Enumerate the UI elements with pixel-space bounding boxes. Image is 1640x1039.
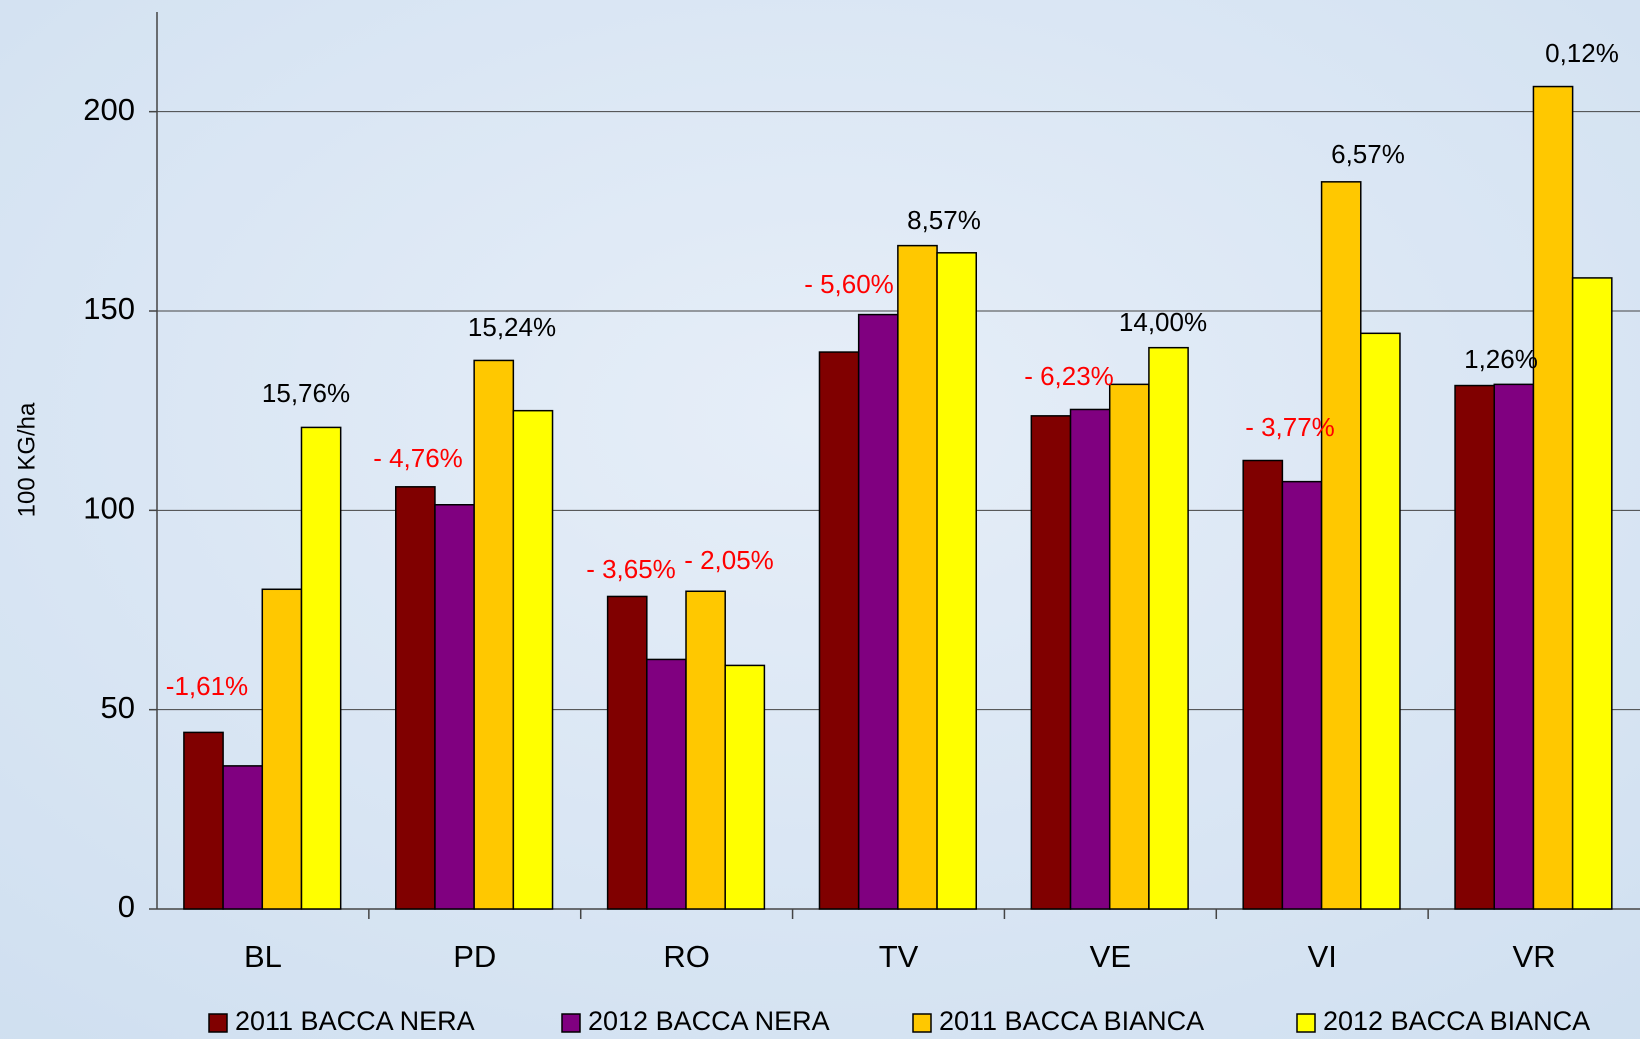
x-tick-label: VE <box>1090 939 1131 974</box>
annotation: 15,76% <box>262 378 350 408</box>
annotation: 14,00% <box>1119 307 1207 337</box>
bar <box>606 595 648 910</box>
y-tick-label: 150 <box>83 291 135 326</box>
x-tick-label: TV <box>879 939 919 974</box>
y-tick-label: 100 <box>83 491 135 526</box>
annotation: - 3,65% <box>586 554 676 584</box>
legend-label: 2011 BACCA BIANCA <box>939 1006 1204 1036</box>
x-tick-label: PD <box>453 939 496 974</box>
bar <box>818 351 860 910</box>
annotation: 0,12% <box>1545 38 1619 68</box>
bar <box>183 731 224 910</box>
legend-swatch <box>912 1013 932 1033</box>
bar <box>222 765 264 910</box>
legend-label: 2012 BACCA BIANCA <box>1323 1006 1590 1036</box>
annotation: -1,61% <box>166 671 248 701</box>
legend-label: 2012 BACCA NERA <box>588 1006 830 1036</box>
bar <box>1320 181 1362 910</box>
legend-swatch <box>561 1013 581 1033</box>
bar <box>646 658 687 910</box>
annotation: 15,24% <box>468 312 556 342</box>
x-tick-label: BL <box>244 939 282 974</box>
y-tick-label: 50 <box>101 690 135 725</box>
annotation: 8,57% <box>907 205 981 235</box>
bar <box>1571 277 1613 910</box>
annotation: - 6,23% <box>1024 361 1114 391</box>
bar <box>1030 415 1072 910</box>
bar <box>473 359 515 910</box>
x-tick-label: VR <box>1513 939 1556 974</box>
bar <box>1532 85 1574 910</box>
bar <box>1360 332 1401 910</box>
y-tick-label: 0 <box>118 889 135 924</box>
bar <box>897 244 938 910</box>
annotation: - 3,77% <box>1245 412 1335 442</box>
bar <box>1148 346 1189 910</box>
x-tick-label: VI <box>1308 939 1337 974</box>
annotation: - 4,76% <box>373 443 463 473</box>
bar <box>1454 384 1495 910</box>
bar <box>857 313 899 910</box>
bar <box>1069 408 1111 910</box>
bar <box>1493 383 1535 910</box>
y-tick-label: 200 <box>83 92 135 127</box>
y-axis-label: 100 KG/ha <box>13 402 40 517</box>
legend-swatch <box>208 1013 228 1033</box>
annotation: 6,57% <box>1331 139 1405 169</box>
bar <box>936 252 978 910</box>
bar <box>1108 383 1150 910</box>
legend-swatch <box>1296 1013 1316 1033</box>
bar <box>261 588 303 910</box>
annotation: - 5,60% <box>804 269 894 299</box>
annotation: 1,26% <box>1464 344 1538 374</box>
bar <box>724 664 766 910</box>
bar <box>512 409 554 910</box>
bar <box>300 426 342 910</box>
legend-label: 2011 BACCA NERA <box>235 1006 475 1036</box>
x-tick-label: RO <box>663 939 710 974</box>
bar <box>1281 480 1323 910</box>
bar <box>685 590 726 910</box>
annotation: - 2,05% <box>684 545 774 575</box>
bar <box>395 486 436 910</box>
bar <box>434 504 475 910</box>
bar <box>1242 459 1284 910</box>
